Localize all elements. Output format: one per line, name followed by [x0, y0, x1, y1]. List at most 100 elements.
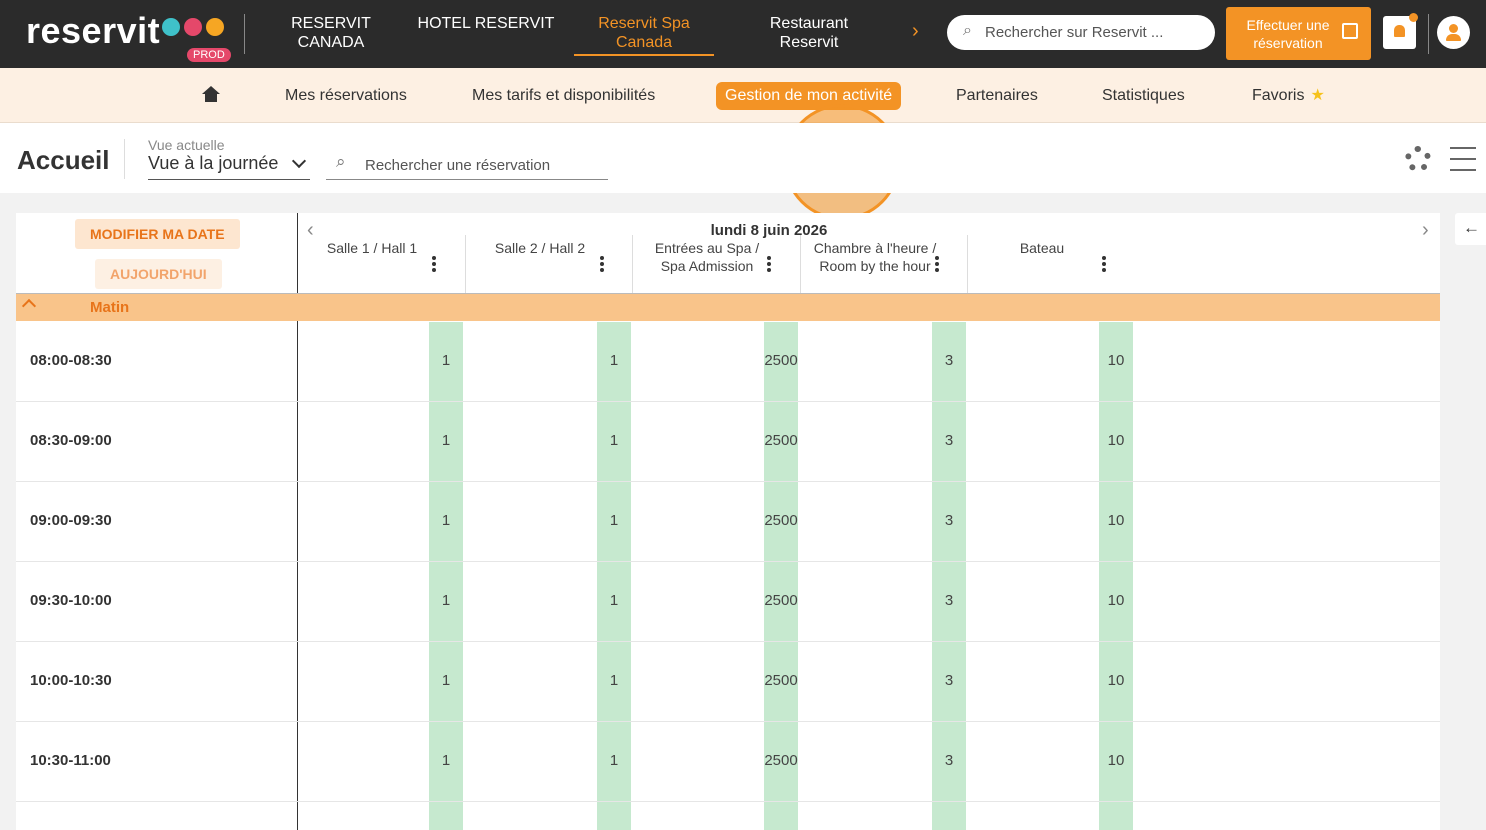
- availability-value[interactable]: 3: [944, 432, 954, 449]
- column-menu[interactable]: [1102, 256, 1106, 274]
- today-button[interactable]: AUJOURD'HUI: [95, 259, 222, 289]
- home-icon-base: [205, 94, 217, 102]
- global-search[interactable]: ⌕ Rechercher sur Reservit ...: [947, 15, 1215, 50]
- toolbar: Accueil Vue actuelle Vue à la journée ⌕ …: [0, 123, 1486, 193]
- column-menu[interactable]: [600, 256, 604, 274]
- column-divider: [967, 235, 968, 293]
- divider: [297, 213, 298, 830]
- column-header: Bateau: [1019, 240, 1065, 256]
- availability-value[interactable]: 1: [441, 512, 451, 529]
- separator: [1428, 14, 1429, 54]
- home-icon[interactable]: [202, 86, 220, 94]
- header-tab[interactable]: HOTEL RESERVIT: [417, 15, 555, 32]
- availability-value[interactable]: 2500: [764, 432, 798, 449]
- availability-value[interactable]: 1: [441, 592, 451, 609]
- availability-value[interactable]: 1: [441, 432, 451, 449]
- availability-value[interactable]: 1: [609, 352, 619, 369]
- section-bar[interactable]: Matin: [16, 294, 1440, 321]
- availability-value[interactable]: 10: [1107, 432, 1125, 449]
- header-tab[interactable]: Reservit Spa Canada: [574, 14, 714, 56]
- logo[interactable]: reservit: [26, 10, 161, 51]
- availability-value[interactable]: 2500: [764, 352, 798, 369]
- column-menu[interactable]: [935, 256, 939, 274]
- planning: MODIFIER MA DATE AUJOURD'HUI ‹ › lundi 8…: [16, 213, 1440, 830]
- availability-value[interactable]: 2500: [764, 592, 798, 609]
- availability-value[interactable]: 1: [441, 352, 451, 369]
- nav-item[interactable]: Mes réservations: [285, 87, 407, 104]
- nav-item[interactable]: Gestion de mon activité: [716, 82, 902, 110]
- availability-stripe: [932, 322, 966, 830]
- collapse-panel[interactable]: ←: [1455, 213, 1486, 245]
- column-header: Entrées au Spa / Spa Admission: [654, 240, 760, 274]
- time-row: 09:30-10:00 1 1 2500 3 10: [16, 562, 1440, 642]
- notifications[interactable]: [1383, 13, 1418, 49]
- time-slot: 10:30-11:00: [30, 752, 111, 769]
- nav-item[interactable]: Statistiques: [1102, 87, 1185, 104]
- user-avatar[interactable]: [1437, 16, 1470, 49]
- availability-value[interactable]: 3: [944, 592, 954, 609]
- availability-value[interactable]: 3: [944, 512, 954, 529]
- column-header: Chambre à l'heure / Room by the hour: [813, 240, 937, 274]
- top-bar: reservit PROD RESERVIT CANADA HOTEL RESER…: [0, 0, 1486, 68]
- column-menu[interactable]: [432, 256, 436, 274]
- availability-value[interactable]: 10: [1107, 752, 1125, 769]
- availability-value[interactable]: 1: [441, 672, 451, 689]
- availability-value[interactable]: 1: [609, 592, 619, 609]
- nav-bar: Mes réservations Mes tarifs et disponibil…: [0, 68, 1486, 220]
- time-slot: 08:00-08:30: [30, 352, 112, 369]
- availability-value[interactable]: 3: [944, 672, 954, 689]
- favorite-star: ★: [1310, 87, 1325, 104]
- logo-icons: [158, 18, 228, 42]
- availability-value[interactable]: 10: [1107, 352, 1125, 369]
- time-slot: 10:00-10:30: [30, 672, 112, 689]
- settings-icon[interactable]: [1405, 146, 1431, 172]
- search-placeholder: Rechercher une réservation: [365, 157, 551, 174]
- tabs-next[interactable]: ›: [912, 20, 919, 42]
- availability-value[interactable]: 1: [609, 672, 619, 689]
- cta-label: Effectuer une réservation: [1246, 17, 1330, 51]
- filters-icon[interactable]: [1450, 147, 1476, 171]
- change-date-button[interactable]: MODIFIER MA DATE: [75, 219, 240, 249]
- column-divider: [632, 235, 633, 293]
- header-tab[interactable]: Restaurant Reservit: [769, 15, 849, 51]
- nav-item[interactable]: Mes tarifs et disponibilités: [472, 87, 656, 104]
- availability-stripe: [597, 322, 631, 830]
- calendar-icon: [1342, 23, 1358, 39]
- time-row: 09:00-09:30 1 1 2500 3 10: [16, 482, 1440, 562]
- column-header: Salle 2 / Hall 2: [494, 240, 586, 256]
- column-menu[interactable]: [767, 256, 771, 274]
- availability-value[interactable]: 10: [1107, 672, 1125, 689]
- prev-day[interactable]: ‹: [307, 219, 314, 241]
- availability-value[interactable]: 10: [1107, 592, 1125, 609]
- availability-value[interactable]: 1: [441, 752, 451, 769]
- next-day[interactable]: ›: [1422, 219, 1429, 241]
- time-row: 08:30-09:00 1 1 2500 3 10: [16, 402, 1440, 482]
- view-select[interactable]: Vue actuelle Vue à la journée: [148, 137, 310, 180]
- nav-item[interactable]: Partenaires: [956, 87, 1038, 104]
- availability-value[interactable]: 2500: [764, 752, 798, 769]
- view-label: Vue actuelle: [148, 137, 225, 153]
- env-badge: PROD: [187, 48, 231, 62]
- availability-value[interactable]: 2500: [764, 512, 798, 529]
- availability-value[interactable]: 10: [1107, 512, 1125, 529]
- cta-button[interactable]: Effectuer une réservation: [1226, 7, 1371, 60]
- availability-value[interactable]: 1: [609, 512, 619, 529]
- availability-value[interactable]: 1: [609, 432, 619, 449]
- availability-value[interactable]: 2500: [764, 672, 798, 689]
- view-value: Vue à la journée: [148, 153, 279, 173]
- column-divider: [800, 235, 801, 293]
- separator: [244, 14, 245, 54]
- planning-date: lundi 8 juin 2026: [710, 222, 828, 239]
- time-row: 08:00-08:30 1 1 2500 3 10: [16, 322, 1440, 402]
- availability-stripe: [1099, 322, 1133, 830]
- header-tab[interactable]: RESERVIT CANADA: [291, 15, 371, 51]
- search-placeholder: Rechercher sur Reservit ...: [985, 24, 1164, 41]
- availability-value[interactable]: 1: [609, 752, 619, 769]
- dropdown-arrow: [291, 153, 307, 169]
- availability-value[interactable]: 3: [944, 352, 954, 369]
- availability-value[interactable]: 3: [944, 752, 954, 769]
- nav-item[interactable]: Favoris ★: [1252, 87, 1325, 104]
- time-slot: 09:30-10:00: [30, 592, 112, 609]
- reservation-search[interactable]: ⌕ Rechercher une réservation: [326, 149, 608, 180]
